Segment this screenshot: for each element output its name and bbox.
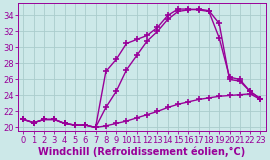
X-axis label: Windchill (Refroidissement éolien,°C): Windchill (Refroidissement éolien,°C) xyxy=(38,146,245,156)
